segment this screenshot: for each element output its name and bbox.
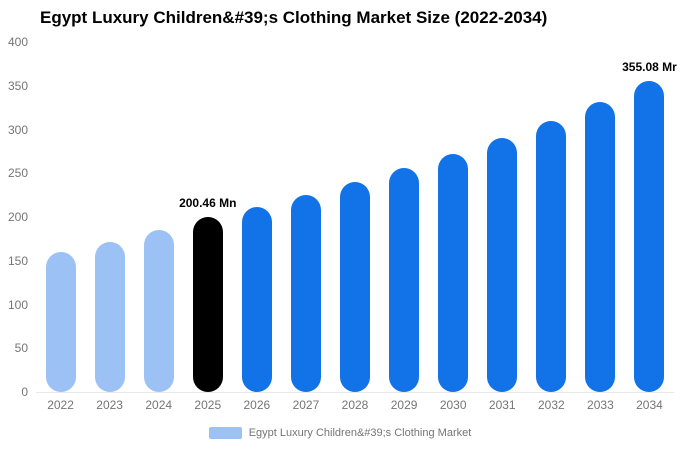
x-tick-label: 2034 — [636, 398, 663, 412]
legend-label: Egypt Luxury Children&#39;s Clothing Mar… — [248, 427, 472, 439]
y-tick-label: 50 — [14, 341, 28, 356]
y-tick-label: 150 — [7, 253, 28, 268]
bar-2023[interactable] — [94, 241, 125, 392]
plot-area: 200.46 Mn 355.08 Mr — [36, 42, 677, 393]
bar-2033[interactable] — [585, 102, 616, 392]
x-tick-label: 2032 — [537, 398, 565, 412]
bar-column: 355.08 Mr — [622, 42, 677, 392]
bar-2029[interactable] — [389, 168, 420, 392]
chart-title: Egypt Luxury Children&#39;s Clothing Mar… — [40, 8, 548, 27]
bar-2034[interactable] — [634, 81, 665, 392]
bar-column — [380, 42, 429, 392]
bar-column — [85, 42, 134, 392]
x-tick-label: 2030 — [439, 398, 467, 412]
y-tick-label: 0 — [21, 385, 28, 399]
bar-column: 200.46 Mn — [179, 42, 236, 392]
bar-column — [478, 42, 527, 392]
y-tick-label: 300 — [7, 122, 28, 137]
bar-column — [527, 42, 576, 392]
x-tick-label: 2025 — [194, 398, 222, 412]
y-tick-label: 350 — [7, 78, 28, 93]
y-tick-label: 100 — [7, 297, 28, 312]
bar-column — [281, 42, 330, 392]
x-tick-label: 2027 — [292, 398, 320, 412]
bar-column — [330, 42, 379, 392]
x-tick-label: 2024 — [145, 398, 173, 412]
bar-2024[interactable] — [143, 230, 174, 392]
bar-column — [576, 42, 625, 392]
x-tick-label: 2031 — [488, 398, 516, 412]
bar-value-label: 355.08 Mr — [622, 60, 677, 75]
x-tick-label: 2028 — [341, 398, 369, 412]
x-tick-label: 2029 — [390, 398, 418, 412]
x-tick-label: 2026 — [243, 398, 271, 412]
bar-column — [134, 42, 183, 392]
bar-column — [36, 42, 85, 392]
y-tick-label: 250 — [7, 166, 28, 181]
bar-2026[interactable] — [241, 207, 272, 392]
x-tick-label: 2023 — [96, 398, 123, 412]
bar-2030[interactable] — [438, 154, 469, 392]
bar-2022[interactable] — [45, 252, 76, 392]
y-axis: 0 50 100 150 200 250 300 350 400 — [0, 36, 28, 398]
y-tick-label: 200 — [7, 210, 28, 224]
bar-2028[interactable] — [340, 182, 370, 392]
bar-2027[interactable] — [290, 195, 321, 392]
legend[interactable]: Egypt Luxury Children&#39;s Clothing Mar… — [0, 427, 680, 439]
x-tick-label: 2033 — [587, 398, 614, 412]
y-tick-label: 400 — [7, 35, 28, 49]
x-tick-label: 2022 — [47, 398, 74, 412]
bar-2031[interactable] — [487, 138, 518, 392]
bar-2032[interactable] — [536, 120, 567, 392]
x-axis: 2022 2023 2024 2025 2026 2027 2028 2029 2030 2031… — [36, 398, 674, 412]
bar-column — [429, 42, 478, 392]
bar-column — [232, 42, 281, 392]
bar-value-label: 200.46 Mn — [179, 195, 237, 210]
legend-swatch — [208, 427, 242, 439]
bar-2025[interactable] — [192, 216, 223, 392]
